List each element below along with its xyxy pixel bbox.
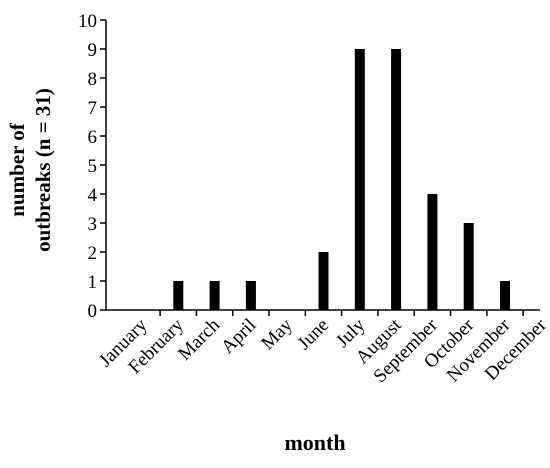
bar-april: [245, 281, 256, 310]
y-tick-label: 6: [88, 127, 98, 148]
x-tick-label-may: May: [257, 314, 297, 354]
y-axis-label-line-1: number of: [5, 122, 29, 217]
bar-march: [209, 281, 220, 310]
y-tick-label: 1: [88, 272, 98, 293]
y-tick-label: 10: [78, 11, 97, 32]
y-tick-label: 9: [88, 40, 98, 61]
y-tick-label: 3: [88, 214, 98, 235]
x-axis-label: month: [284, 430, 345, 455]
bar-november: [500, 281, 510, 310]
y-axis-label: number of outbreaks (n = 31): [5, 88, 55, 252]
bar-august: [391, 49, 402, 310]
bar-june: [318, 252, 329, 310]
y-tick-label: 7: [88, 98, 98, 119]
bar-february: [173, 281, 184, 310]
bar-july: [354, 49, 365, 310]
y-tick-label: 8: [88, 69, 98, 90]
bar-september: [427, 194, 438, 310]
bar-october: [463, 223, 474, 310]
bars: [173, 49, 510, 310]
y-tick-label: 0: [88, 301, 98, 322]
y-ticks: 0 1 2 3 4 5 6 7 8 9 10: [78, 11, 106, 322]
x-tick-label-march: March: [174, 314, 224, 364]
y-tick-label: 5: [88, 156, 98, 177]
x-tick-label-june: June: [294, 315, 333, 354]
y-axis-label-line-2: outbreaks (n = 31): [31, 88, 55, 252]
y-tick-label: 2: [88, 243, 98, 264]
y-tick-label: 4: [88, 185, 98, 206]
x-tick-label-april: April: [217, 315, 260, 358]
